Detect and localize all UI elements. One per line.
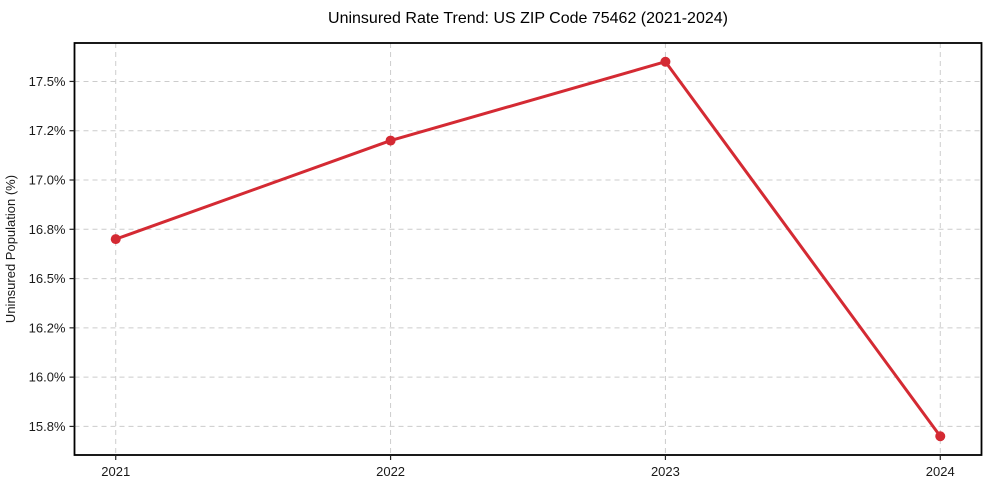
data-point-marker (110, 234, 121, 245)
y-tick-label: 16.0% (29, 370, 66, 385)
y-tick-label: 17.5% (29, 74, 66, 89)
y-tick-label: 17.0% (29, 173, 66, 188)
y-tick-label: 16.5% (29, 271, 66, 286)
plot-border (73, 42, 983, 456)
data-point-marker (385, 135, 396, 146)
y-axis-label: Uninsured Population (%) (3, 175, 18, 323)
plot-area: 15.8% 16.0% 16.2% 16.5% 16.8% 17.0% 17.2% 17.5%… (29, 42, 983, 479)
data-point-marker (660, 56, 671, 67)
y-tick-label: 17.2% (29, 123, 66, 138)
chart-title: Uninsured Rate Trend: US ZIP Code 75462 … (328, 10, 728, 27)
y-tick-label: 16.2% (29, 320, 66, 335)
x-tick-label: 2022 (376, 464, 405, 479)
x-tick-label: 2023 (651, 464, 680, 479)
x-tick-label: 2021 (101, 464, 130, 479)
data-point-marker (935, 431, 946, 442)
y-tick-label: 15.8% (29, 419, 66, 434)
x-tick-label: 2024 (926, 464, 955, 479)
y-tick-label: 16.8% (29, 222, 66, 237)
trend-line (114, 60, 942, 438)
